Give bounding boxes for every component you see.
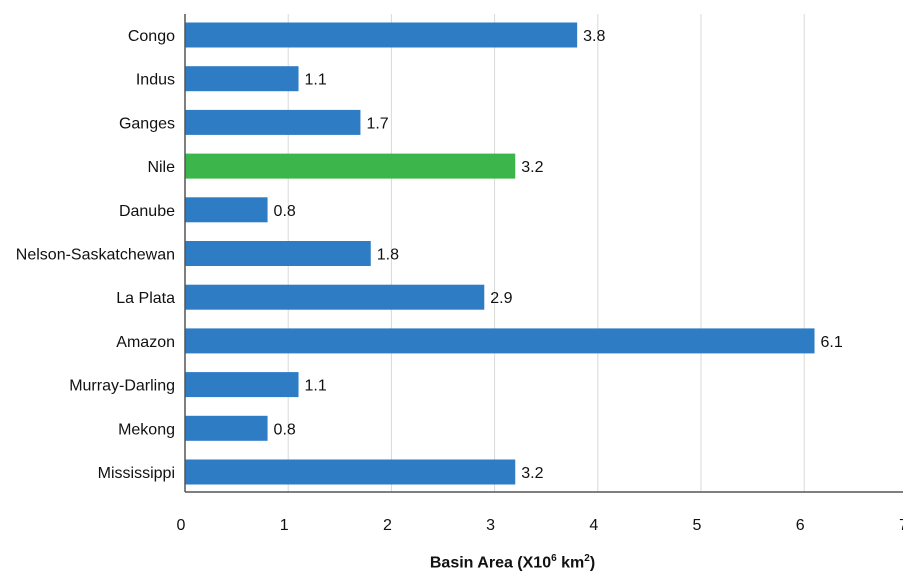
value-label: 6.1 <box>821 334 843 351</box>
x-tick-label: 4 <box>589 517 598 534</box>
category-label: Danube <box>119 203 175 220</box>
category-label: Amazon <box>116 334 175 351</box>
value-label: 1.8 <box>377 247 399 264</box>
x-tick-label: 1 <box>280 517 289 534</box>
category-label: Nile <box>147 159 175 176</box>
bar-nelson-saskatchewan <box>185 241 371 266</box>
x-axis-title: Basin Area (X106 km2) <box>429 553 596 572</box>
axes <box>184 14 903 493</box>
gridlines <box>287 14 805 492</box>
value-label: 1.7 <box>366 115 388 132</box>
category-label: Mekong <box>118 421 175 438</box>
category-label: Congo <box>128 28 175 45</box>
bar-congo <box>185 22 578 48</box>
x-tick-label: 2 <box>383 517 392 534</box>
value-label: 3.8 <box>583 28 605 45</box>
bars <box>185 22 815 485</box>
bar-nile <box>185 153 516 179</box>
category-label: Indus <box>136 72 175 89</box>
category-label: Ganges <box>119 115 175 132</box>
value-label: 0.8 <box>274 421 296 438</box>
value-label: 3.2 <box>521 159 543 176</box>
bar-mississippi <box>185 459 516 485</box>
bar-mekong <box>185 415 268 441</box>
value-labels: 3.8 1.1 1.7 3.2 0.8 1.8 2.9 6.1 1.1 0.8 3.2 <box>274 28 843 482</box>
bar-la-plata <box>185 284 485 310</box>
bar-ganges <box>185 109 361 135</box>
value-label: 2.9 <box>490 290 512 307</box>
x-tick-labels: 0 1 2 3 4 5 6 7 <box>177 517 903 534</box>
bar-amazon <box>185 328 815 354</box>
bar-indus <box>185 66 299 92</box>
value-label: 3.2 <box>521 465 543 482</box>
x-tick-label: 7 <box>899 517 903 534</box>
category-labels: Congo Indus Ganges Nile Danube Nelson-Saskatc… <box>16 28 175 482</box>
x-tick-label: 3 <box>486 517 495 534</box>
category-label: Murray-Darling <box>69 378 175 395</box>
value-label: 0.8 <box>274 203 296 220</box>
value-label: 1.1 <box>305 72 327 89</box>
x-tick-label: 6 <box>796 517 805 534</box>
category-label: Nelson-Saskatchewan <box>16 247 175 264</box>
value-label: 1.1 <box>305 378 327 395</box>
category-label: Mississippi <box>98 465 175 482</box>
category-label: La Plata <box>116 290 175 307</box>
x-tick-label: 5 <box>693 517 702 534</box>
bar-danube <box>185 197 268 223</box>
bar-murray-darling <box>185 372 299 398</box>
x-tick-label: 0 <box>177 517 186 534</box>
